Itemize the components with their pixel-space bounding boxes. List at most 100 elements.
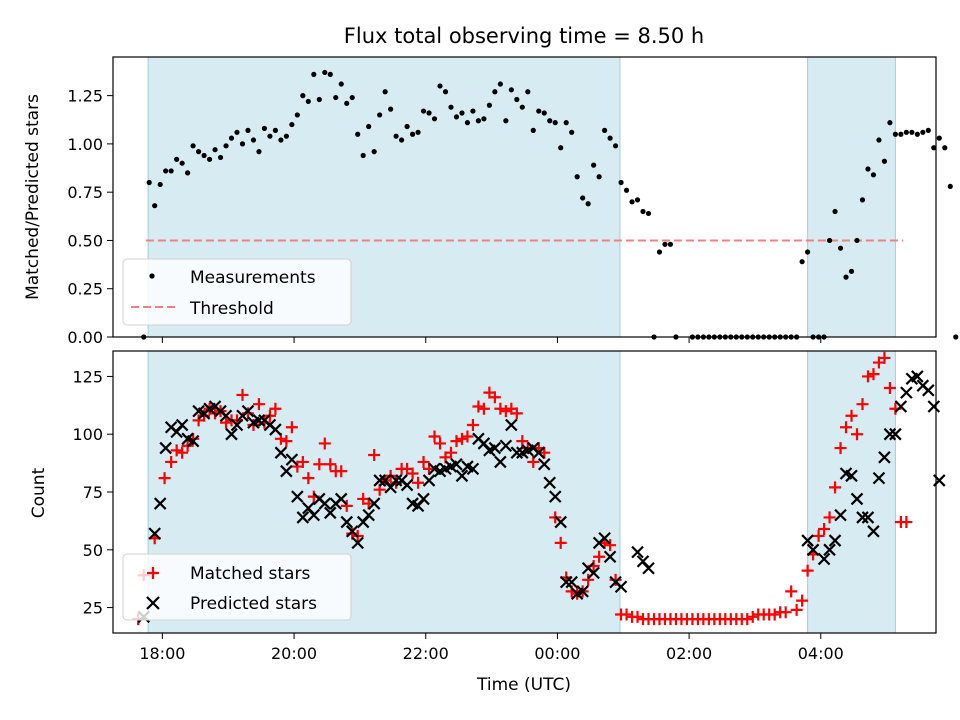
- measurement-point: [185, 170, 191, 176]
- measurement-point: [580, 195, 586, 201]
- matched-star-point: [785, 585, 798, 598]
- measurement-point: [596, 174, 602, 180]
- matched-star-point: [477, 402, 490, 415]
- predicted-star-point: [219, 409, 233, 422]
- measurement-point: [947, 183, 953, 189]
- legend-measurements-marker: [149, 273, 155, 279]
- measurement-point: [261, 125, 268, 132]
- legend-measurements-label: Measurements: [190, 268, 316, 288]
- matched-star-point: [746, 610, 759, 623]
- predicted-star-point: [554, 515, 567, 529]
- measurement-point: [931, 145, 937, 151]
- measurement-point: [366, 123, 372, 130]
- measurement-point: [355, 131, 361, 137]
- measurement-point: [503, 118, 509, 124]
- predicted-star-point: [373, 474, 386, 487]
- predicted-star-point: [872, 471, 886, 485]
- measurement-point: [799, 259, 805, 265]
- measurement-point: [278, 137, 284, 143]
- matched-star-point: [768, 608, 781, 621]
- matched-star-point: [165, 455, 178, 468]
- y-tick-label: 0.00: [67, 328, 103, 347]
- predicted-star-point: [450, 457, 463, 471]
- predicted-star-point: [576, 585, 589, 598]
- y-tick-label: 1.00: [67, 135, 103, 154]
- measurement-point: [398, 137, 405, 143]
- matched-star-point: [488, 391, 501, 404]
- predicted-star-point: [455, 469, 469, 483]
- measurement-point: [848, 268, 855, 274]
- legend-threshold-label: Threshold: [189, 299, 274, 319]
- measurement-point: [909, 129, 915, 135]
- measurement-point: [826, 237, 833, 244]
- measurement-point: [837, 245, 844, 251]
- measurement-point: [508, 87, 514, 93]
- predicted-star-point: [186, 434, 200, 448]
- chart-title: Flux total observing time = 8.50 h: [344, 24, 704, 48]
- measurement-point: [843, 274, 849, 280]
- matched-star-point: [252, 398, 265, 411]
- matched-star-point: [176, 446, 189, 459]
- measurement-point: [300, 93, 306, 99]
- measurement-point: [344, 100, 350, 106]
- predicted-star-point: [362, 508, 375, 522]
- matched-star-point: [867, 368, 880, 381]
- matched-star-point: [461, 430, 474, 443]
- x-axis-label: Time (UTC): [476, 675, 571, 695]
- predicted-star-point: [828, 534, 842, 547]
- measurement-point: [486, 102, 492, 108]
- predicted-star-point: [159, 441, 172, 455]
- measurement-point: [640, 208, 646, 215]
- predicted-star-point: [345, 525, 359, 538]
- measurement-point: [349, 94, 355, 101]
- y-tick-label: 0.25: [67, 280, 103, 299]
- measurement-point: [585, 201, 591, 207]
- predicted-star-point: [505, 418, 518, 432]
- shaded-interval: [807, 350, 896, 634]
- predicted-star-point: [466, 462, 480, 476]
- measurement-point: [305, 98, 311, 105]
- matched-star-point: [812, 529, 825, 542]
- measurement-point: [656, 249, 663, 255]
- predicted-star-point: [280, 464, 293, 478]
- matched-star-point: [269, 402, 282, 415]
- measurement-point: [920, 129, 926, 135]
- legend-matched-label: Matched stars: [190, 564, 310, 584]
- top-y-axis-label: Matched/Predicted stars: [23, 94, 43, 300]
- measurement-point: [163, 168, 169, 174]
- matched-star-point: [368, 449, 381, 462]
- measurement-point: [360, 152, 366, 159]
- matched-star-point: [302, 472, 315, 485]
- y-tick-label: 1.25: [67, 87, 103, 106]
- measurement-point: [623, 187, 630, 193]
- measurement-point: [388, 106, 394, 112]
- y-tick-label: 0.75: [67, 183, 103, 202]
- measurement-point: [316, 96, 322, 103]
- matched-star-point: [220, 416, 233, 429]
- matched-star-point: [434, 437, 447, 450]
- matched-star-point: [900, 516, 913, 529]
- measurement-point: [327, 71, 333, 77]
- predicted-star-point: [587, 566, 600, 580]
- measurement-point: [217, 154, 224, 161]
- measurement-point: [431, 116, 438, 122]
- predicted-star-point: [494, 455, 507, 469]
- x-tick-label: 02:00: [666, 644, 712, 663]
- predicted-star-point: [537, 457, 551, 471]
- y-tick-label: 75: [83, 483, 103, 502]
- predicted-star-point: [845, 469, 858, 483]
- matched-star-point: [604, 539, 617, 552]
- predicted-star-point: [175, 418, 189, 432]
- axes-frame: [112, 350, 937, 634]
- measurement-point: [870, 172, 877, 178]
- matched-star-point: [428, 430, 441, 443]
- measurement-point: [859, 197, 866, 203]
- matched-star-point: [796, 594, 809, 607]
- matched-star-point: [285, 421, 298, 434]
- predicted-star-point: [543, 476, 557, 490]
- predicted-star-point: [367, 497, 381, 510]
- measurement-point: [459, 110, 465, 116]
- matched-star-point: [494, 402, 507, 415]
- matched-star-point: [790, 603, 803, 616]
